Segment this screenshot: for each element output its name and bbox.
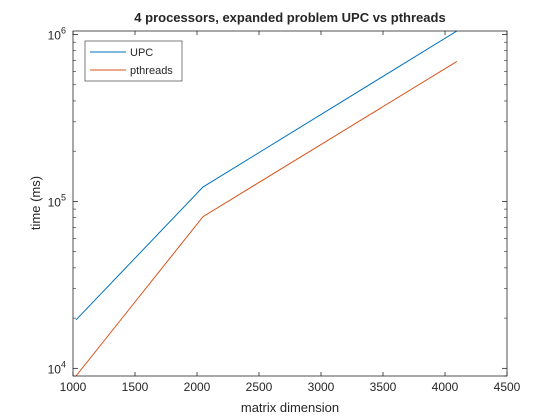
x-tick-label: 2000 [184,380,211,394]
series-layer [75,31,458,376]
y-tick-label: 106 [48,26,66,43]
x-tick-label: 1500 [122,380,149,394]
plot-border [72,30,508,377]
series-line-pthreads [75,61,458,376]
x-tick-label: 3000 [308,380,335,394]
y-tick-label: 104 [48,359,66,376]
legend-label-pthreads: pthreads [130,65,173,77]
x-axis-label: matrix dimension [241,400,339,415]
chart-title: 4 processors, expanded problem UPC vs pt… [134,10,445,25]
plot-area [73,31,507,376]
x-tick-label: 4000 [432,380,459,394]
x-tick-label: 2500 [246,380,273,394]
y-tick-label: 105 [48,192,66,209]
x-axis-ticks: 1000 1500 2000 2500 3000 3500 4000 4500 [60,31,521,394]
series-line-upc [75,31,458,321]
x-tick-label: 3500 [370,380,397,394]
y-axis-ticks: 104 105 106 [48,26,507,376]
y-axis-label: time (ms) [28,176,43,230]
x-tick-label: 4500 [494,380,521,394]
legend-box [84,40,183,82]
legend-label-upc: UPC [130,47,153,59]
legend: UPC pthreads [84,40,183,82]
x-tick-label: 1000 [60,380,87,394]
